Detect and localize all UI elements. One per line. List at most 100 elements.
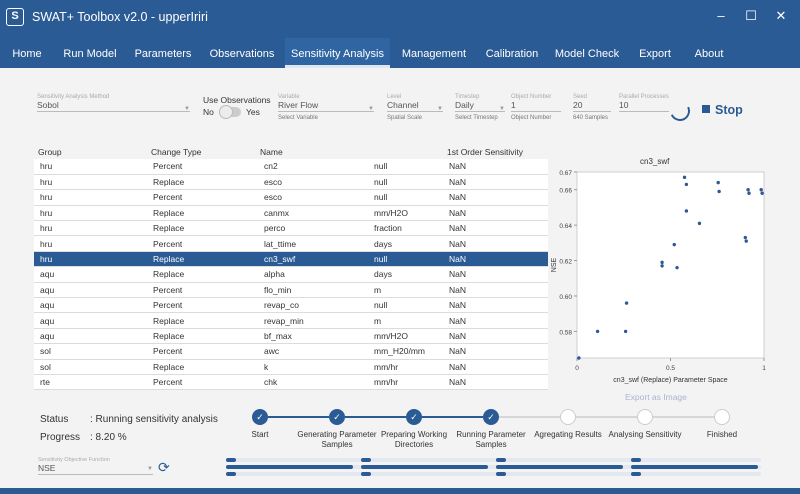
nav-run-model[interactable]: Run Model xyxy=(63,48,117,60)
table-row[interactable]: hru Percent esco null NaN xyxy=(34,189,548,206)
use-observations-label: Use Observations xyxy=(203,95,271,105)
table-cell: alpha xyxy=(256,266,368,283)
nav-model-check[interactable]: Model Check xyxy=(554,48,620,60)
nav-observations[interactable]: Observations xyxy=(209,48,275,60)
table-row[interactable]: hru Percent cn2 null NaN xyxy=(34,159,548,175)
chevron-down-icon: ▼ xyxy=(147,466,153,472)
step-label: Preparing Working Directories xyxy=(380,430,448,449)
table-row[interactable]: hru Replace cn3_swf null NaN xyxy=(34,251,548,268)
scatter-point xyxy=(746,188,750,192)
table-cell: aqu xyxy=(34,266,147,283)
header-units xyxy=(368,144,443,159)
table-cell: hru xyxy=(34,189,147,206)
stop-icon xyxy=(702,105,710,113)
x-tick-label: 1 xyxy=(762,365,766,372)
method-select[interactable]: Sensitivity Analysis Method Sobol ▼ xyxy=(37,94,190,128)
nav-about[interactable]: About xyxy=(694,48,724,60)
scatter-point xyxy=(743,235,747,240)
app-icon: S xyxy=(6,8,24,26)
close-button[interactable]: ✕ xyxy=(775,8,787,23)
check-icon: ✓ xyxy=(329,409,345,425)
table-cell: mm/hr xyxy=(368,374,443,391)
step-label: Running Parameter Samples xyxy=(456,430,526,449)
table-row[interactable]: sol Percent awc mm_H20/mm NaN xyxy=(34,343,548,360)
stop-button[interactable]: Stop xyxy=(702,103,743,117)
table-row[interactable]: hru Replace perco fraction NaN xyxy=(34,220,548,237)
table-cell: NaN xyxy=(443,235,548,252)
maximize-button[interactable]: ☐ xyxy=(745,8,757,23)
table-cell: Percent xyxy=(147,343,256,360)
status-label: Status xyxy=(40,414,69,425)
step-label: Finished xyxy=(706,430,738,439)
step-pending-icon xyxy=(560,409,576,425)
window-title: SWAT+ Toolbox v2.0 - upperIriri xyxy=(32,10,208,24)
parallel-value: 10 xyxy=(619,100,669,112)
level-select[interactable]: Level Channel ▼ Spatial Scale xyxy=(387,94,443,128)
table-cell: aqu xyxy=(34,328,147,345)
scatter-point xyxy=(624,301,629,305)
seed-input[interactable]: Seed 20 640 Samples xyxy=(573,94,611,128)
table-cell: m xyxy=(368,312,443,329)
table-row[interactable]: aqu Percent revap_co null NaN xyxy=(34,297,548,314)
method-label: Sensitivity Analysis Method xyxy=(37,94,110,100)
scatter-chart: 0.58 0.60 0.62 0.64 0.66 0.67 0 0.5 1 cn3_swf (Re… xyxy=(551,170,766,384)
scatter-point xyxy=(747,191,751,195)
table-row[interactable]: hru Replace esco null NaN xyxy=(34,174,548,191)
scatter-point xyxy=(717,189,721,194)
nav-home[interactable]: Home xyxy=(12,48,42,60)
table-cell: perco xyxy=(256,220,368,237)
nav-calibration[interactable]: Calibration xyxy=(485,48,539,60)
table-row[interactable]: hru Percent lat_ttime days NaN xyxy=(34,235,548,252)
table-cell: NaN xyxy=(443,159,548,175)
nav-parameters[interactable]: Parameters xyxy=(134,48,192,60)
table-cell: NaN xyxy=(443,174,548,191)
chevron-down-icon: ▼ xyxy=(184,106,190,112)
export-image-button[interactable]: Export as Image xyxy=(625,392,687,402)
object-number-input[interactable]: Object Number 1 Object Number xyxy=(511,94,561,128)
nav-sensitivity-analysis[interactable]: Sensitivity Analysis xyxy=(285,38,390,68)
step-connector xyxy=(576,416,637,418)
bottom-bar xyxy=(0,488,800,494)
use-observations-toggle[interactable] xyxy=(219,105,241,119)
step-pending-icon xyxy=(714,409,730,425)
table-row[interactable]: hru Replace canmx mm/H2O NaN xyxy=(34,205,548,222)
header-sensitivity: 1st Order Sensitivity xyxy=(447,146,524,157)
refresh-icon[interactable]: ⟳ xyxy=(158,459,170,475)
table-row[interactable]: aqu Replace alpha days NaN xyxy=(34,266,548,283)
parameter-table: Group Change Type Name 1st Order Sensiti… xyxy=(34,144,548,391)
nav-management[interactable]: Management xyxy=(401,48,467,60)
minimize-button[interactable]: – xyxy=(717,8,725,23)
table-cell: NaN xyxy=(443,328,548,345)
table-cell: null xyxy=(368,189,443,206)
scatter-point xyxy=(660,260,664,265)
table-cell: Replace xyxy=(147,205,256,222)
table-cell: mm_H20/mm xyxy=(368,343,443,360)
timestep-value: Daily xyxy=(455,100,505,112)
table-row[interactable]: aqu Replace bf_max mm/H2O NaN xyxy=(34,328,548,345)
toggle-knob xyxy=(219,105,233,119)
parallel-processes-input[interactable]: Parallel Processes 10 xyxy=(619,94,669,128)
table-row[interactable]: aqu Percent flo_min m NaN xyxy=(34,282,548,299)
y-tick-label: 0.60 xyxy=(559,294,572,301)
table-cell: mm/H2O xyxy=(368,328,443,345)
progress-fill xyxy=(631,472,641,476)
header-change-type: Change Type xyxy=(151,146,202,157)
table-cell: null xyxy=(368,251,443,268)
table-cell: aqu xyxy=(34,282,147,299)
step-label: Start xyxy=(251,430,269,439)
table-cell: null xyxy=(368,174,443,191)
table-row[interactable]: sol Replace k mm/hr NaN xyxy=(34,359,548,375)
step-connector xyxy=(422,416,483,418)
table-cell: null xyxy=(368,297,443,314)
progress-label: Progress xyxy=(40,432,81,443)
table-row[interactable]: rte Percent chk mm/hr NaN xyxy=(34,374,548,391)
variable-select[interactable]: Variable River Flow ▼ Select Variable xyxy=(278,94,374,128)
progress-fill xyxy=(226,465,353,469)
table-cell: rte xyxy=(34,374,147,391)
nav-export[interactable]: Export xyxy=(639,48,671,60)
table-row[interactable]: aqu Replace revap_min m NaN xyxy=(34,312,548,329)
scatter-point xyxy=(697,221,702,226)
timestep-select[interactable]: Timestep Daily ▼ Select Timestep xyxy=(455,94,505,128)
objective-function-select[interactable]: Sensitivity Objective Function NSE ▼ xyxy=(38,457,153,475)
table-cell: NaN xyxy=(443,359,548,375)
